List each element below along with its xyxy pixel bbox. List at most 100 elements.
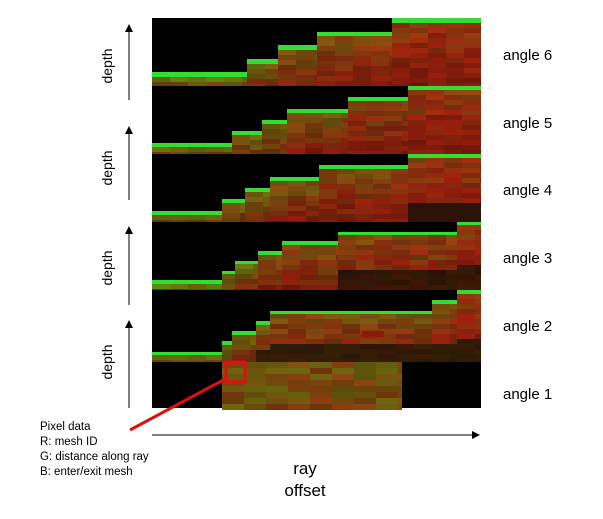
texture-pixel (265, 64, 278, 69)
texture-pixel (222, 213, 240, 218)
texture-pixel (480, 100, 481, 105)
texture-pixel (222, 208, 240, 213)
texture-pixel (408, 120, 426, 125)
texture-pixel (319, 209, 337, 214)
texture-pixel (480, 203, 481, 208)
texture-pixel (222, 284, 235, 289)
texture-pixel (384, 111, 402, 116)
texture-pixel (270, 201, 288, 206)
texture-pixel (336, 270, 338, 275)
texture-pixel (270, 334, 288, 339)
texture-pixel (398, 392, 402, 398)
texture-pixel (408, 110, 426, 115)
texture-pixel (152, 147, 170, 152)
texture-pixel (240, 203, 245, 208)
texture-pixel (426, 105, 444, 110)
texture-pixel (444, 145, 462, 150)
texture-pixel (396, 339, 414, 344)
texture-pixel (475, 339, 481, 344)
texture-pixel (376, 380, 398, 386)
texture-pixel (392, 83, 410, 86)
texture-pixel (457, 270, 475, 275)
texture-pixel (253, 274, 258, 279)
depth-label-2: depth (99, 150, 115, 185)
texture-pixel (384, 126, 402, 131)
texture-pixel (317, 56, 335, 61)
texture-pixel (450, 344, 457, 349)
texture-pixel (402, 126, 408, 131)
texture-pixel (389, 66, 392, 71)
texture-pixel (408, 150, 426, 154)
texture-pixel (355, 204, 373, 209)
texture-pixel (426, 135, 444, 140)
texture-pixel (356, 280, 374, 285)
texture-pixel (338, 245, 356, 250)
texture-pixel (206, 289, 222, 290)
texture-pixel (446, 68, 464, 73)
texture-pixel (324, 339, 342, 344)
texture-pixel (426, 150, 444, 154)
texture-pixel (366, 111, 384, 116)
texture-pixel (446, 48, 464, 53)
texture-pixel (457, 285, 475, 290)
texture-pixel (462, 163, 480, 168)
texture-pixel (262, 134, 280, 139)
texture-pixel (152, 82, 170, 86)
texture-pixel (462, 110, 480, 115)
texture-pixel (306, 181, 319, 186)
texture-pixel (341, 118, 348, 123)
texture-pixel (408, 140, 426, 145)
texture-pixel (276, 260, 282, 265)
texture-pixel (392, 235, 410, 240)
texture-pixel (310, 398, 332, 404)
texture-pixel (374, 285, 392, 290)
texture-pixel (475, 230, 481, 235)
texture-pixel (457, 225, 475, 230)
texture-pixel (366, 101, 384, 106)
texture-pixel (152, 280, 222, 284)
texture-pixel (253, 269, 258, 274)
texture-pixel (244, 368, 266, 374)
depth-arrows (125, 24, 133, 408)
texture-pixel (373, 179, 391, 184)
texture-pixel (336, 250, 338, 255)
texture-pixel (398, 404, 402, 410)
texture-pixel (332, 362, 354, 368)
texture-pixel (371, 71, 389, 76)
texture-pixel (373, 184, 391, 189)
texture-pixel (332, 398, 354, 404)
texture-pixel (410, 23, 428, 28)
texture-pixel (270, 206, 288, 211)
texture-pixel (287, 148, 305, 153)
texture-pixel (410, 260, 428, 265)
texture-pixel (278, 85, 296, 86)
texture-pixel (188, 289, 206, 290)
texture-pixel (222, 404, 244, 410)
texture-pixel (337, 219, 355, 222)
texture-pixel (462, 158, 480, 163)
texture-pixel (348, 141, 366, 146)
texture-pixel (480, 110, 481, 115)
texture-pixel (384, 101, 402, 106)
texture-pixel (222, 289, 235, 290)
texture-pixel (373, 199, 391, 204)
texture-pixel (170, 77, 188, 82)
angle-label-2: angle 2 (503, 318, 552, 335)
texture-pixel (432, 349, 450, 354)
texture-pixel (366, 126, 384, 131)
texture-pixel (337, 204, 355, 209)
texture-pixel (392, 250, 410, 255)
texture-pixel (366, 151, 384, 154)
texture-pixel (480, 130, 481, 135)
texture-pixel (371, 81, 389, 86)
texture-pixel (266, 404, 288, 410)
texture-pixel (426, 168, 444, 173)
texture-pixel (376, 392, 398, 398)
angle-label-5: angle 5 (503, 115, 552, 132)
texture-pixel (355, 184, 373, 189)
texture-pixel (278, 45, 317, 50)
texture-pixel (152, 355, 170, 360)
texture-pixel (278, 60, 296, 65)
texture-pixel (480, 183, 481, 188)
texture-pixel (310, 404, 332, 410)
